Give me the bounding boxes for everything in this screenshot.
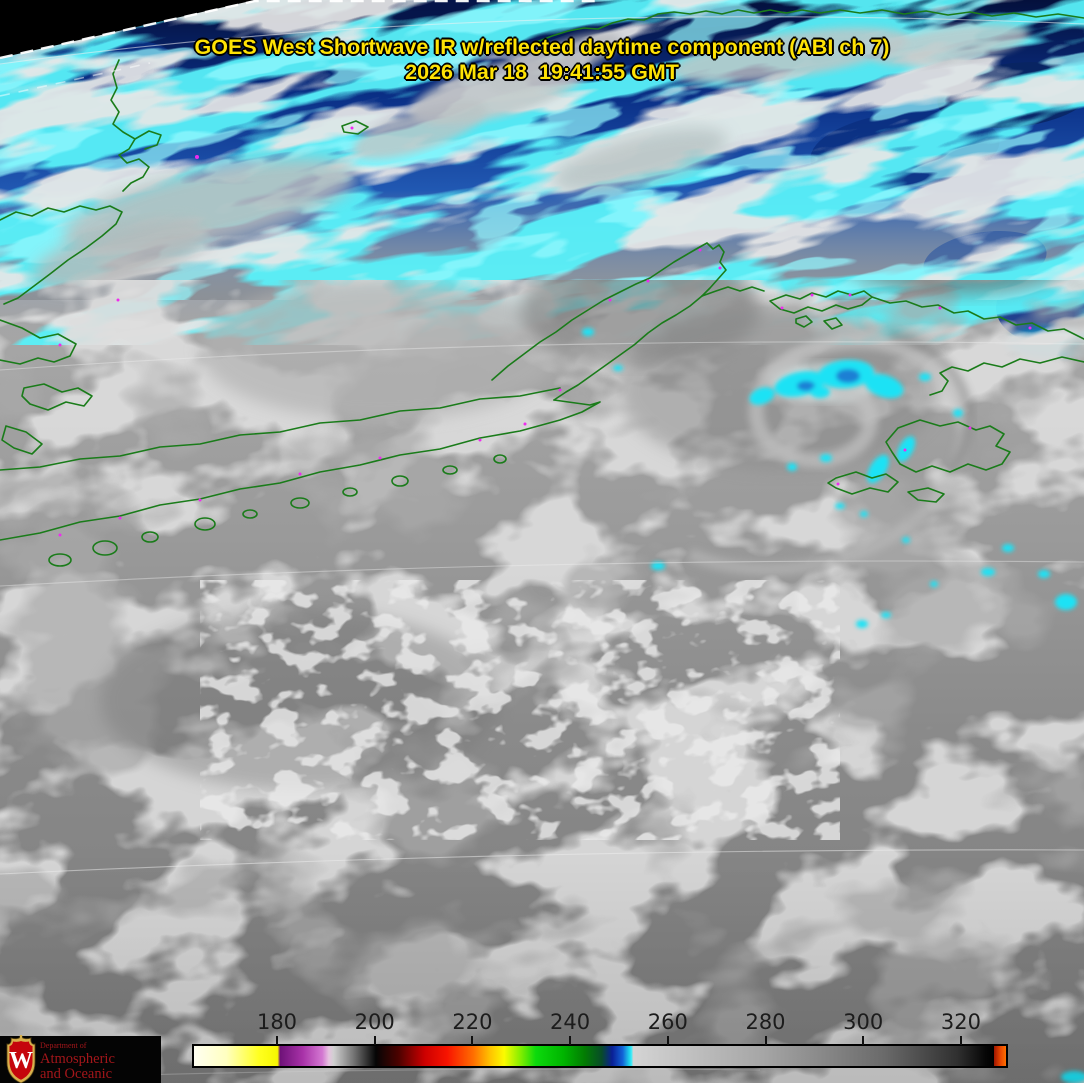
colorbar-tick-label: 260: [647, 1010, 688, 1034]
popcorn-clouds: [200, 580, 840, 840]
colorbar-tick-label: 200: [354, 1010, 395, 1034]
logo-name-line1: Atmospheric: [40, 1051, 115, 1067]
colorbar-tick-label: 220: [452, 1010, 493, 1034]
colorbar-tick-label: 180: [256, 1010, 298, 1034]
colorbar-tick: [764, 1036, 767, 1045]
colorbar-tick-label: 280: [745, 1010, 786, 1034]
colorbar-tick: [666, 1036, 669, 1045]
colorbar-tick: [276, 1036, 278, 1045]
city-markers: [58, 126, 1032, 537]
colorbar-tick-label: 320: [940, 1010, 981, 1034]
logo-department-prefix: Department of: [40, 1041, 87, 1050]
colorbar-tick: [862, 1036, 865, 1045]
crest-letter: W: [9, 1048, 33, 1074]
colorbar-tick-label: 240: [550, 1010, 591, 1034]
colorbar-tick: [569, 1036, 572, 1045]
temperature-colorbar: [192, 1044, 1008, 1068]
scan-edge: [0, 0, 600, 97]
uw-crest-icon: W: [6, 1035, 36, 1083]
logo-name-line2: and Oceanic Sciences: [40, 1066, 113, 1083]
colorbar-tick: [471, 1036, 474, 1045]
uw-aos-logo: W Department of Atmospheric and Oceanic …: [0, 1035, 161, 1083]
upper-gray-clouds: [0, 0, 1084, 345]
colorbar-tick: [373, 1036, 376, 1045]
colorbar-tick-label: 300: [843, 1010, 884, 1034]
colorbar-tick: [959, 1036, 962, 1045]
storm-spiral: [687, 330, 975, 576]
coastline-overlay: [0, 9, 1084, 567]
